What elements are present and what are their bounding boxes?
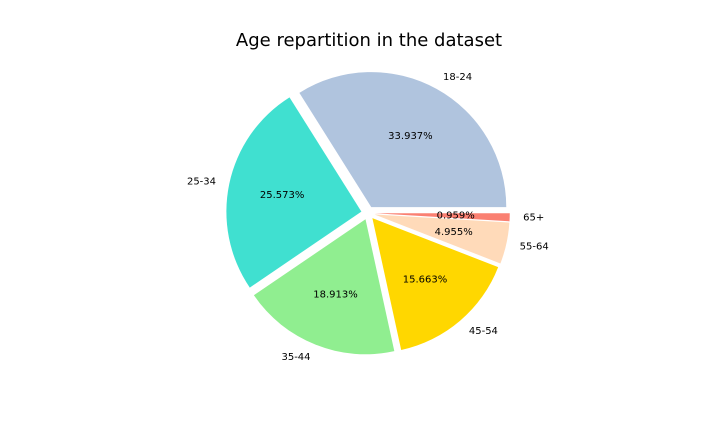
pie-slice-55-64 bbox=[374, 214, 510, 264]
pie-slice-18-24 bbox=[299, 72, 507, 208]
slice-percent-35-44: 18.913% bbox=[313, 290, 358, 301]
slice-label-45-54: 45-54 bbox=[469, 326, 498, 337]
slice-label-35-44: 35-44 bbox=[281, 352, 310, 363]
pie-slice-35-44 bbox=[253, 219, 395, 355]
pie-labels: 18-24 33.937% 25-34 25.573% 35-44 18.913% 45-5… bbox=[187, 72, 549, 363]
pie-slice-65plus bbox=[374, 213, 510, 222]
pie-slice-25-34 bbox=[226, 97, 362, 288]
slice-percent-18-24: 33.937% bbox=[388, 131, 433, 142]
slice-percent-45-54: 15.663% bbox=[403, 275, 448, 286]
slice-percent-65plus: 0.959% bbox=[437, 211, 475, 222]
slice-label-65plus: 65+ bbox=[523, 213, 544, 224]
slice-percent-25-34: 25.573% bbox=[260, 190, 305, 201]
slice-label-25-34: 25-34 bbox=[187, 176, 216, 187]
slice-label-55-64: 55-64 bbox=[520, 241, 549, 252]
pie-slices bbox=[226, 72, 510, 355]
slice-label-18-24: 18-24 bbox=[443, 72, 472, 83]
pie-slice-45-54 bbox=[372, 218, 499, 351]
chart-title: Age repartition in the dataset bbox=[236, 30, 502, 51]
slice-percent-55-64: 4.955% bbox=[435, 227, 473, 238]
